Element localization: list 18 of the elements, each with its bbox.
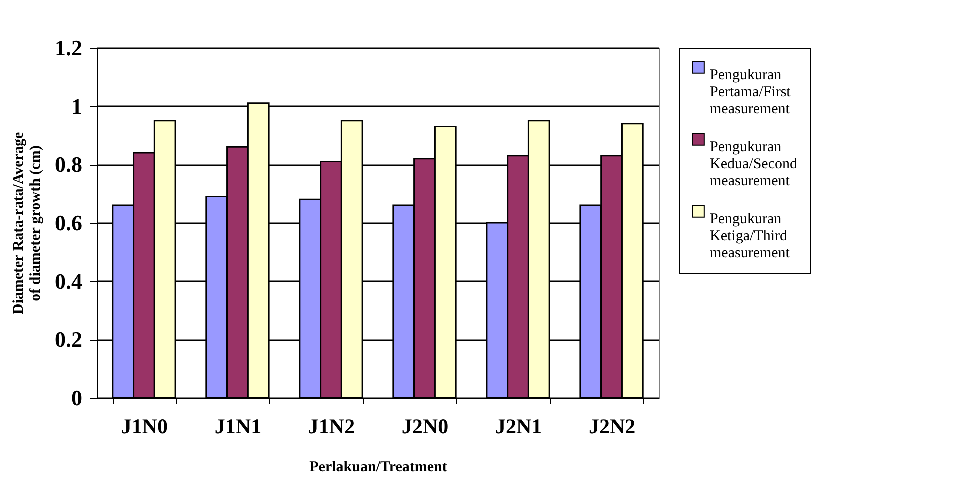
- y-axis-title: Diameter Rata-rata/Average of diameter growth (cm): [11, 132, 44, 315]
- x-tick-label: J2N1: [495, 414, 542, 438]
- x-tick-label: J1N0: [121, 414, 168, 438]
- legend-label: Pengukuran Ketiga/Third measurement: [710, 212, 791, 262]
- x-tick-label: J2N0: [402, 414, 449, 438]
- legend-label: Pengukuran Pertama/First measurement: [710, 68, 792, 118]
- y-tick-label: 0.6: [55, 210, 82, 236]
- x-tick-label: J1N2: [308, 414, 356, 438]
- legend-label: Pengukuran Kedua/Second measurement: [710, 140, 798, 190]
- y-tick-label: 0: [72, 386, 82, 410]
- x-axis-title: Perlakuan/Treatment: [310, 460, 448, 476]
- y-tick-label: 0.4: [55, 268, 82, 294]
- y-tick-label: 0.2: [55, 327, 82, 352]
- y-tick-label: 0.8: [55, 152, 82, 178]
- x-tick-label: J1N1: [214, 414, 262, 438]
- y-tick-label: 1.2: [55, 36, 82, 60]
- x-tick-label: J2N2: [588, 414, 636, 438]
- y-tick-label: 1: [72, 94, 82, 119]
